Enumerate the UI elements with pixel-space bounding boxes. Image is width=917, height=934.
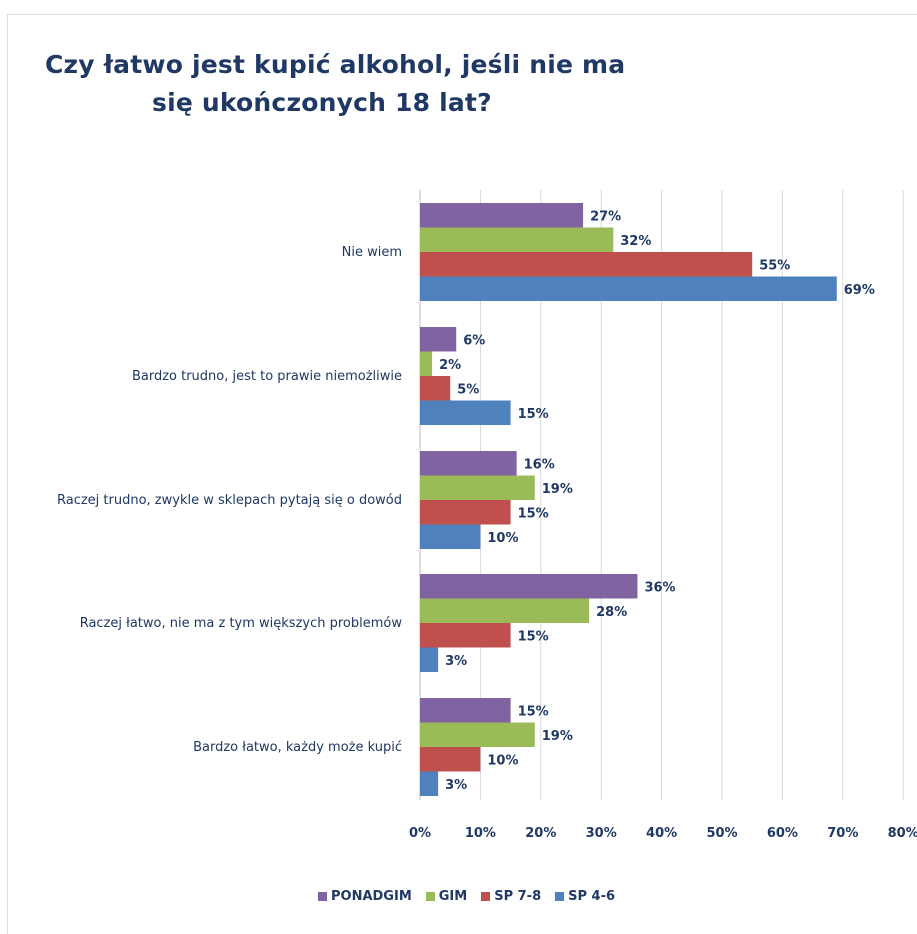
data-label: 28% — [596, 605, 627, 620]
bar — [420, 252, 753, 277]
bar — [420, 351, 433, 376]
chart-frame — [7, 14, 917, 934]
legend-item: SP 4-6 — [555, 889, 615, 904]
legend-label: SP 4-6 — [568, 889, 616, 904]
data-label: 19% — [542, 729, 573, 744]
data-label: 32% — [620, 234, 651, 249]
x-tick-label: 70% — [827, 826, 858, 841]
data-label: 15% — [518, 407, 549, 422]
chart-title-line-2: się ukończonych 18 lat? — [152, 88, 492, 117]
data-label: 10% — [487, 753, 518, 768]
x-tick-label: 0% — [409, 826, 431, 841]
data-label: 10% — [487, 531, 518, 546]
chart-title-line-1: Czy łatwo jest kupić alkohol, jeśli nie … — [45, 50, 626, 79]
x-tick-label: 10% — [465, 826, 496, 841]
data-label: 15% — [518, 506, 549, 521]
bar — [420, 327, 457, 352]
data-label: 15% — [518, 629, 549, 644]
category-label: Bardzo trudno, jest to prawie niemożliwi… — [132, 369, 402, 384]
bar — [420, 227, 614, 252]
category-label: Nie wiem — [342, 245, 402, 260]
legend-swatch — [425, 892, 435, 901]
data-label: 55% — [759, 258, 790, 273]
bar — [420, 203, 584, 228]
bar — [420, 451, 517, 476]
data-label: 69% — [844, 283, 875, 298]
bar — [420, 376, 451, 401]
category-label: Bardzo łatwo, każdy może kupić — [193, 740, 402, 755]
bar — [420, 623, 511, 648]
bar — [420, 598, 590, 623]
data-label: 19% — [542, 482, 573, 497]
legend-swatch — [555, 892, 565, 901]
bar — [420, 647, 439, 672]
legend-item: SP 7-8 — [481, 889, 541, 904]
data-label: 2% — [439, 358, 461, 373]
category-label: Raczej trudno, zwykle w sklepach pytają … — [57, 493, 402, 508]
chart-legend: PONADGIM GIM SP 7-8 SP 4-6 — [318, 889, 615, 904]
data-label: 36% — [644, 580, 675, 595]
x-tick-label: 40% — [646, 826, 677, 841]
data-label: 27% — [590, 209, 621, 224]
bar — [420, 574, 638, 599]
x-tick-label: 80% — [888, 826, 917, 841]
data-label: 16% — [524, 457, 555, 472]
legend-item: PONADGIM — [318, 889, 412, 904]
legend-item: GIM — [425, 889, 468, 904]
data-label: 3% — [445, 654, 467, 669]
bar — [420, 524, 481, 549]
legend-swatch — [481, 892, 491, 901]
data-label: 5% — [457, 382, 479, 397]
data-label: 6% — [463, 333, 485, 348]
bar — [420, 475, 535, 500]
x-tick-label: 20% — [525, 826, 556, 841]
x-tick-label: 50% — [706, 826, 737, 841]
bar — [420, 276, 837, 301]
category-label: Raczej łatwo, nie ma z tym większych pro… — [80, 616, 403, 631]
x-tick-label: 30% — [586, 826, 617, 841]
bar — [420, 747, 481, 772]
legend-label: PONADGIM — [331, 889, 412, 904]
bar — [420, 500, 511, 525]
legend-swatch — [318, 892, 327, 901]
legend-label: GIM — [438, 889, 468, 904]
bar — [420, 771, 439, 796]
legend-label: SP 7-8 — [494, 889, 542, 904]
bar — [420, 400, 511, 425]
data-label: 15% — [518, 704, 549, 719]
bar — [420, 698, 511, 723]
data-label: 3% — [445, 778, 467, 793]
x-tick-label: 60% — [767, 826, 798, 841]
bar — [420, 722, 535, 747]
